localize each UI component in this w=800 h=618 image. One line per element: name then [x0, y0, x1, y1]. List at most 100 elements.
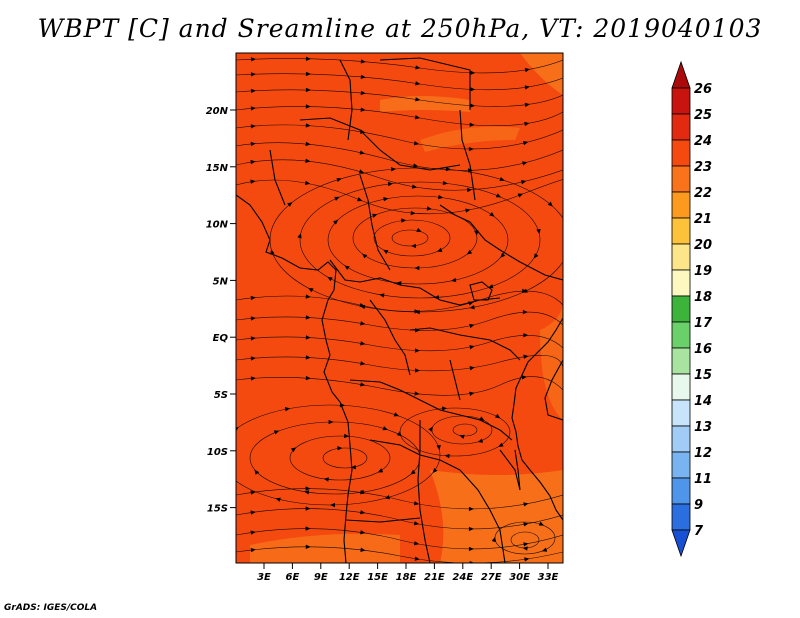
streamline-arrowhead	[433, 295, 439, 300]
streamline-arrowhead	[522, 161, 528, 166]
streamline-arrowhead	[524, 557, 530, 562]
streamline-arrowhead	[414, 114, 421, 120]
colorbar-swatch	[671, 113, 691, 141]
streamline-arrowhead	[250, 490, 256, 495]
streamline-arrowhead	[250, 106, 256, 111]
border	[499, 449, 521, 491]
streamline-arrowhead	[390, 167, 397, 172]
streamline-arrowhead	[305, 104, 311, 109]
streamline-arrowhead	[305, 294, 311, 299]
streamline-arrowhead	[362, 253, 368, 259]
streamline-arrowhead	[339, 402, 345, 408]
colorbar-swatch	[671, 477, 691, 505]
colorbar-swatch	[671, 295, 691, 323]
colorbar-label: 21	[694, 212, 712, 227]
country-borders	[236, 57, 563, 563]
streamline-arrowhead	[305, 315, 311, 320]
streamline-arrowhead	[360, 321, 366, 326]
streamline-arrowhead	[500, 252, 506, 258]
streamline-arrowhead	[413, 541, 420, 546]
streamline-arrowhead	[469, 323, 475, 329]
streamline-arrowhead	[524, 102, 530, 108]
streamline-arrowhead	[414, 391, 420, 396]
streamline-arrowhead	[360, 129, 366, 134]
colorbar-swatch	[671, 269, 691, 297]
warm-patch-northeast	[420, 126, 520, 152]
map-frame	[235, 52, 564, 564]
lon-tick-label: 27E	[481, 572, 502, 583]
streamline-arrowhead	[250, 295, 256, 301]
grads-credit: GrADS: IGES/COLA	[4, 603, 98, 613]
streamline	[236, 159, 563, 191]
streamline-arrowhead	[360, 361, 366, 366]
colorbar-label: 17	[694, 316, 713, 331]
streamline-arrowhead	[415, 81, 421, 86]
streamline-arrowhead	[469, 366, 475, 371]
streamline-arrowhead	[541, 547, 548, 552]
lake-victoria	[469, 281, 493, 301]
lon-tick-label: 30E	[509, 572, 530, 583]
streamline-arrowhead	[468, 526, 474, 532]
streamline-arrowhead	[414, 368, 421, 373]
warm-patch-east-coast	[540, 300, 563, 420]
streamline-arrowhead	[356, 197, 363, 202]
streamline-arrowhead	[250, 530, 256, 535]
streamline-arrowhead	[323, 477, 329, 482]
streamline-arrowhead	[469, 103, 476, 108]
colorbar-label: 13	[694, 420, 712, 435]
colorbar-label: 9	[694, 498, 703, 513]
streamline-arrowhead	[358, 169, 365, 174]
streamline-arrowhead	[327, 276, 333, 282]
warm-patch-southwest	[250, 533, 400, 563]
lon-tick-label: 9E	[314, 572, 328, 583]
streamline-arrowhead	[469, 345, 475, 350]
colorbar-label: 22	[694, 186, 712, 201]
border	[439, 204, 563, 281]
map-title: WBPT [C] and Sreamline at 250hPa, VT: 20…	[37, 14, 763, 43]
streamline-arrowhead	[305, 486, 311, 491]
lon-tick-label: 3E	[257, 572, 271, 583]
streamline-arrowhead	[329, 502, 335, 508]
border	[299, 117, 461, 171]
streamline-arrowhead	[414, 309, 420, 315]
streamline-arrowhead	[466, 187, 473, 193]
streamline-arrowhead	[538, 521, 545, 526]
streamline-arrowhead	[305, 355, 311, 360]
lat-tick-label: EQ	[213, 333, 229, 344]
streamline-arrows	[236, 56, 553, 563]
border	[339, 59, 353, 141]
streamline-arrowhead	[250, 510, 256, 515]
streamline-arrowhead	[414, 265, 420, 271]
streamline-arrowhead	[305, 544, 311, 550]
colorbar-swatch	[671, 503, 691, 531]
streamline-arrowhead	[273, 430, 280, 435]
streamline-arrowhead	[524, 121, 530, 127]
streamline-arrowhead	[414, 348, 421, 353]
streamline-arrowhead	[469, 560, 475, 563]
streamline-arrowhead	[360, 382, 366, 387]
streamline-arrowhead	[466, 249, 473, 255]
lat-tick-label: 20N	[206, 106, 229, 117]
streamline-arrowhead	[372, 213, 378, 218]
border	[369, 299, 411, 376]
colorbar-swatch	[671, 347, 691, 375]
colorbar-label: 15	[694, 368, 712, 383]
streamline-arrowhead	[334, 196, 340, 201]
streamline-arrowhead	[523, 522, 529, 527]
streamline	[236, 354, 563, 372]
streamline-arrowhead	[533, 253, 539, 259]
streamline-arrowhead	[343, 433, 350, 439]
streamline-arrowhead	[393, 412, 400, 417]
coastline-west	[236, 194, 353, 563]
colorbar: 26 25 24 23 22 21 20 19 18 17 16 15 14 13 12 11 9 7	[671, 60, 713, 558]
streamline-arrowhead	[305, 158, 311, 164]
streamline-arrowhead	[305, 87, 311, 93]
colorbar-top-arrow	[671, 60, 691, 89]
streamline-arrowhead	[360, 510, 366, 515]
streamline-arrowhead	[360, 59, 366, 64]
colorbar-swatch	[671, 217, 691, 245]
streamline-arrowhead	[305, 141, 311, 147]
colorbar-label: 25	[694, 108, 712, 123]
streamline-arrowhead	[284, 407, 291, 412]
streamline-arrowhead	[350, 464, 357, 470]
